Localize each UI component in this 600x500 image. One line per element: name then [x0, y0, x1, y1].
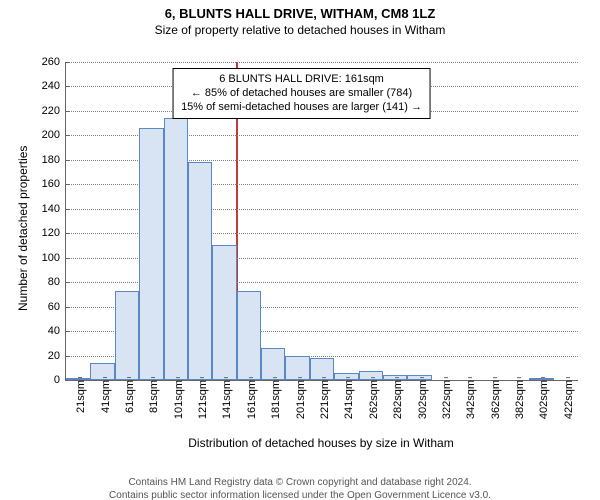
y-tick-label: 60 — [48, 301, 66, 313]
x-tick-label: 362sqm — [484, 380, 502, 419]
x-tick-label: 422sqm — [557, 380, 575, 419]
x-tick-label: 342sqm — [459, 380, 477, 419]
x-tick-label: 322sqm — [435, 380, 453, 419]
y-tick-label: 40 — [48, 325, 66, 337]
y-tick-label: 240 — [42, 80, 66, 92]
y-tick-label: 100 — [42, 252, 66, 264]
y-tick-label: 0 — [54, 374, 66, 386]
x-tick-label: 161sqm — [240, 380, 258, 419]
y-tick-label: 260 — [42, 56, 66, 68]
x-tick-label: 382sqm — [508, 380, 526, 419]
annotation-line: 15% of semi-detached houses are larger (… — [181, 101, 422, 115]
x-tick-label: 201sqm — [289, 380, 307, 419]
footer-line: Contains public sector information licen… — [0, 489, 600, 500]
y-axis-label: Number of detached properties — [16, 146, 30, 311]
annotation-line: 6 BLUNTS HALL DRIVE: 161sqm — [181, 73, 422, 87]
x-tick-label: 402sqm — [532, 380, 550, 419]
histogram-bar — [261, 348, 285, 380]
histogram-bar — [139, 128, 163, 380]
chart-title: 6, BLUNTS HALL DRIVE, WITHAM, CM8 1LZ — [0, 6, 600, 21]
attribution-footer: Contains HM Land Registry data © Crown c… — [0, 476, 600, 500]
annotation-line: ← 85% of detached houses are smaller (78… — [181, 87, 422, 101]
x-tick-label: 141sqm — [215, 380, 233, 419]
x-tick-label: 101sqm — [167, 380, 185, 419]
x-tick-label: 302sqm — [411, 380, 429, 419]
plot-area: 02040608010012014016018020022024026021sq… — [65, 62, 578, 381]
y-tick-label: 180 — [42, 154, 66, 166]
x-tick-label: 262sqm — [362, 380, 380, 419]
x-tick-label: 282sqm — [386, 380, 404, 419]
y-tick-label: 160 — [42, 178, 66, 190]
histogram-bar — [212, 245, 236, 380]
histogram-bar — [188, 162, 212, 380]
x-tick-label: 81sqm — [142, 380, 160, 413]
histogram-chart: 6, BLUNTS HALL DRIVE, WITHAM, CM8 1LZ Si… — [0, 6, 600, 500]
y-tick-label: 20 — [48, 350, 66, 362]
x-tick-label: 21sqm — [69, 380, 87, 413]
histogram-bar — [359, 371, 383, 380]
x-tick-label: 241sqm — [337, 380, 355, 419]
y-tick-label: 200 — [42, 129, 66, 141]
x-tick-label: 221sqm — [313, 380, 331, 419]
x-tick-label: 121sqm — [191, 380, 209, 419]
y-tick-label: 140 — [42, 203, 66, 215]
histogram-bar — [237, 291, 261, 380]
chart-subtitle: Size of property relative to detached ho… — [0, 23, 600, 37]
histogram-bar — [164, 118, 188, 380]
footer-line: Contains HM Land Registry data © Crown c… — [0, 476, 600, 489]
gridline — [66, 62, 578, 64]
y-tick-label: 80 — [48, 276, 66, 288]
x-tick-label: 61sqm — [118, 380, 136, 413]
histogram-bar — [115, 291, 139, 380]
x-axis-label: Distribution of detached houses by size … — [65, 436, 577, 450]
x-tick-label: 41sqm — [94, 380, 112, 413]
y-tick-label: 120 — [42, 227, 66, 239]
y-tick-label: 220 — [42, 105, 66, 117]
x-tick-label: 181sqm — [264, 380, 282, 419]
annotation-box: 6 BLUNTS HALL DRIVE: 161sqm← 85% of deta… — [172, 68, 431, 119]
